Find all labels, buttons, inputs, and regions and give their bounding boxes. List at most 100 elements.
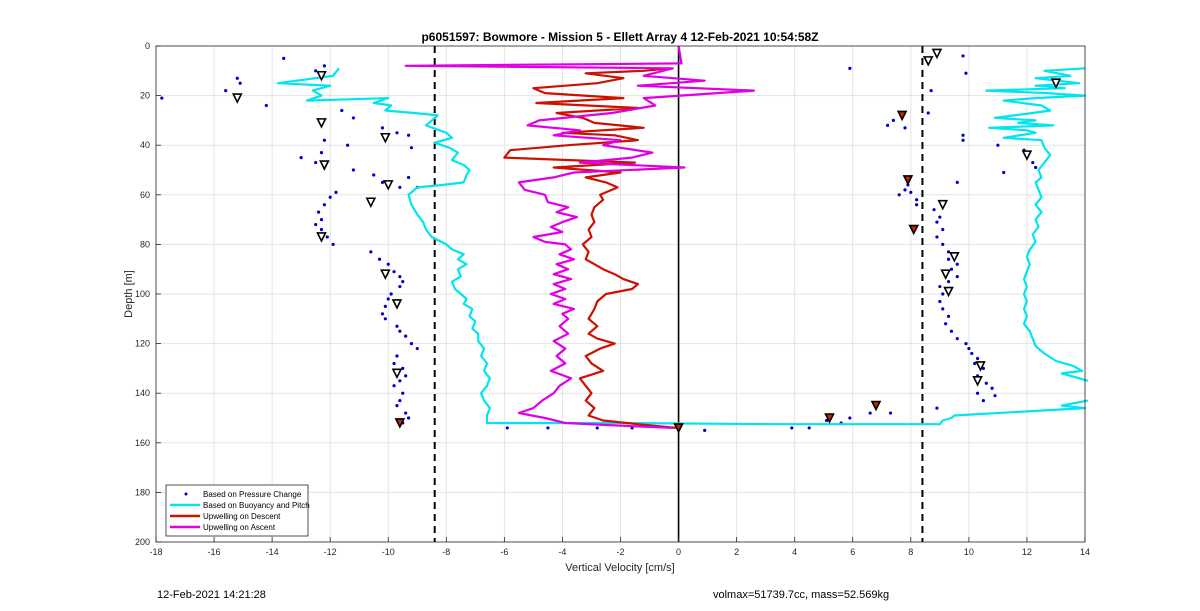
x-tick-label: -18 [149,547,162,557]
legend-label-descent: Upwelling on Descent [203,512,281,521]
y-tick-label: 180 [135,487,150,497]
point-based-on-pressure-change [282,56,286,61]
triangle-marker [380,269,391,280]
legend: Based on Pressure Change Based on Buoyan… [165,484,310,537]
point-based-on-pressure-change [340,108,344,113]
point-based-on-pressure-change [993,394,997,398]
triangle-marker [319,160,330,171]
point-based-on-pressure-change [383,317,387,321]
reference-lines [433,46,924,542]
y-axis-label: Depth [m] [123,270,135,318]
x-tick-label: 10 [964,547,974,557]
point-based-on-pressure-change [938,284,942,289]
x-tick-label: -12 [324,547,337,557]
point-based-on-pressure-change [935,235,939,239]
point-based-on-pressure-change [398,275,402,279]
y-tick-label: 20 [140,91,150,101]
x-tick-label: 2 [734,547,739,557]
filled-triangle-marker [896,110,908,122]
point-based-on-pressure-change [946,257,951,261]
point-based-on-pressure-change [351,116,356,120]
point-based-on-pressure-change [941,242,945,246]
point-based-on-pressure-change [949,329,954,333]
triangle-marker [922,56,934,67]
triangle-marker [316,118,327,129]
point-based-on-pressure-change [897,193,901,197]
point-based-on-pressure-change [314,69,318,73]
point-based-on-pressure-change [401,391,405,395]
point-based-on-pressure-change [970,351,974,356]
point-based-on-pressure-change [319,151,324,155]
x-tick-label: -10 [382,547,395,557]
point-based-on-pressure-change [314,160,318,165]
line-upwelling-on-descent [503,67,676,429]
point-based-on-pressure-change [949,267,954,271]
point-based-on-pressure-change [377,257,382,261]
point-based-on-pressure-change [964,71,968,75]
point-based-on-pressure-change [967,346,971,351]
y-tick-label: 40 [140,140,150,150]
point-based-on-pressure-change [975,356,980,361]
point-based-on-pressure-change [331,242,335,246]
triangle-marker [365,197,377,209]
point-based-on-pressure-change [996,143,1000,147]
triangle-marker [382,180,394,191]
point-based-on-pressure-change [380,312,385,316]
point-based-on-pressure-change [404,411,408,415]
point-based-on-pressure-change [398,399,402,403]
point-based-on-pressure-change [964,342,968,346]
point-based-on-pressure-change [235,76,239,80]
point-based-on-pressure-change [351,168,356,172]
point-based-on-pressure-change [1031,160,1035,165]
point-based-on-pressure-change [401,280,405,284]
point-based-on-pressure-change [938,299,942,304]
triangle-marker [231,93,243,104]
point-based-on-pressure-change [929,89,933,93]
y-tick-label: 140 [135,388,150,398]
y-tick-label: 200 [135,537,150,547]
point-based-on-pressure-change [981,366,985,370]
point-based-on-pressure-change [807,426,811,430]
point-based-on-pressure-change [386,297,390,301]
point-based-on-pressure-change [334,190,338,194]
point-based-on-pressure-change [372,173,376,177]
point-based-on-pressure-change [380,126,385,130]
point-based-on-pressure-change [328,195,332,199]
footer-timestamp: 12-Feb-2021 14:21:28 [157,589,266,601]
point-based-on-pressure-change [319,218,324,222]
triangle-marker [1050,78,1062,89]
triangle-marker [380,132,391,144]
triangle-marker [937,199,949,211]
point-based-on-pressure-change [955,337,959,341]
point-based-on-pressure-change [903,126,907,130]
point-based-on-pressure-change [395,324,399,328]
point-based-on-pressure-change [909,190,913,194]
point-based-on-pressure-change [903,188,907,192]
point-based-on-pressure-change [392,361,396,366]
line-upwelling-on-ascent [404,45,756,429]
point-based-on-pressure-change [981,399,985,403]
point-based-on-pressure-change [386,262,390,266]
triangle-marker [1021,150,1033,161]
chart-title: p6051597: Bowmore - Mission 5 - Ellett A… [421,30,818,44]
point-based-on-pressure-change [401,366,405,370]
point-based-on-pressure-change [926,111,930,115]
point-based-on-pressure-change [404,334,408,338]
point-based-on-pressure-change [406,133,411,137]
point-based-on-pressure-change [946,250,951,254]
point-based-on-pressure-change [990,386,994,390]
point-based-on-pressure-change [984,381,988,385]
filled-triangle-marker [673,423,684,434]
point-based-on-pressure-change [238,81,242,85]
point-based-on-pressure-change [398,284,402,289]
point-based-on-pressure-change [409,342,414,346]
y-tick-label: 60 [140,190,150,200]
point-based-on-pressure-change [790,426,794,430]
series-layer [160,45,1089,432]
point-based-on-pressure-change [398,379,402,383]
point-based-on-pressure-change [825,418,829,423]
point-based-on-pressure-change [703,428,707,432]
point-based-on-pressure-change [415,346,419,351]
point-based-on-pressure-change [322,64,326,68]
x-tick-label: -2 [616,547,624,557]
